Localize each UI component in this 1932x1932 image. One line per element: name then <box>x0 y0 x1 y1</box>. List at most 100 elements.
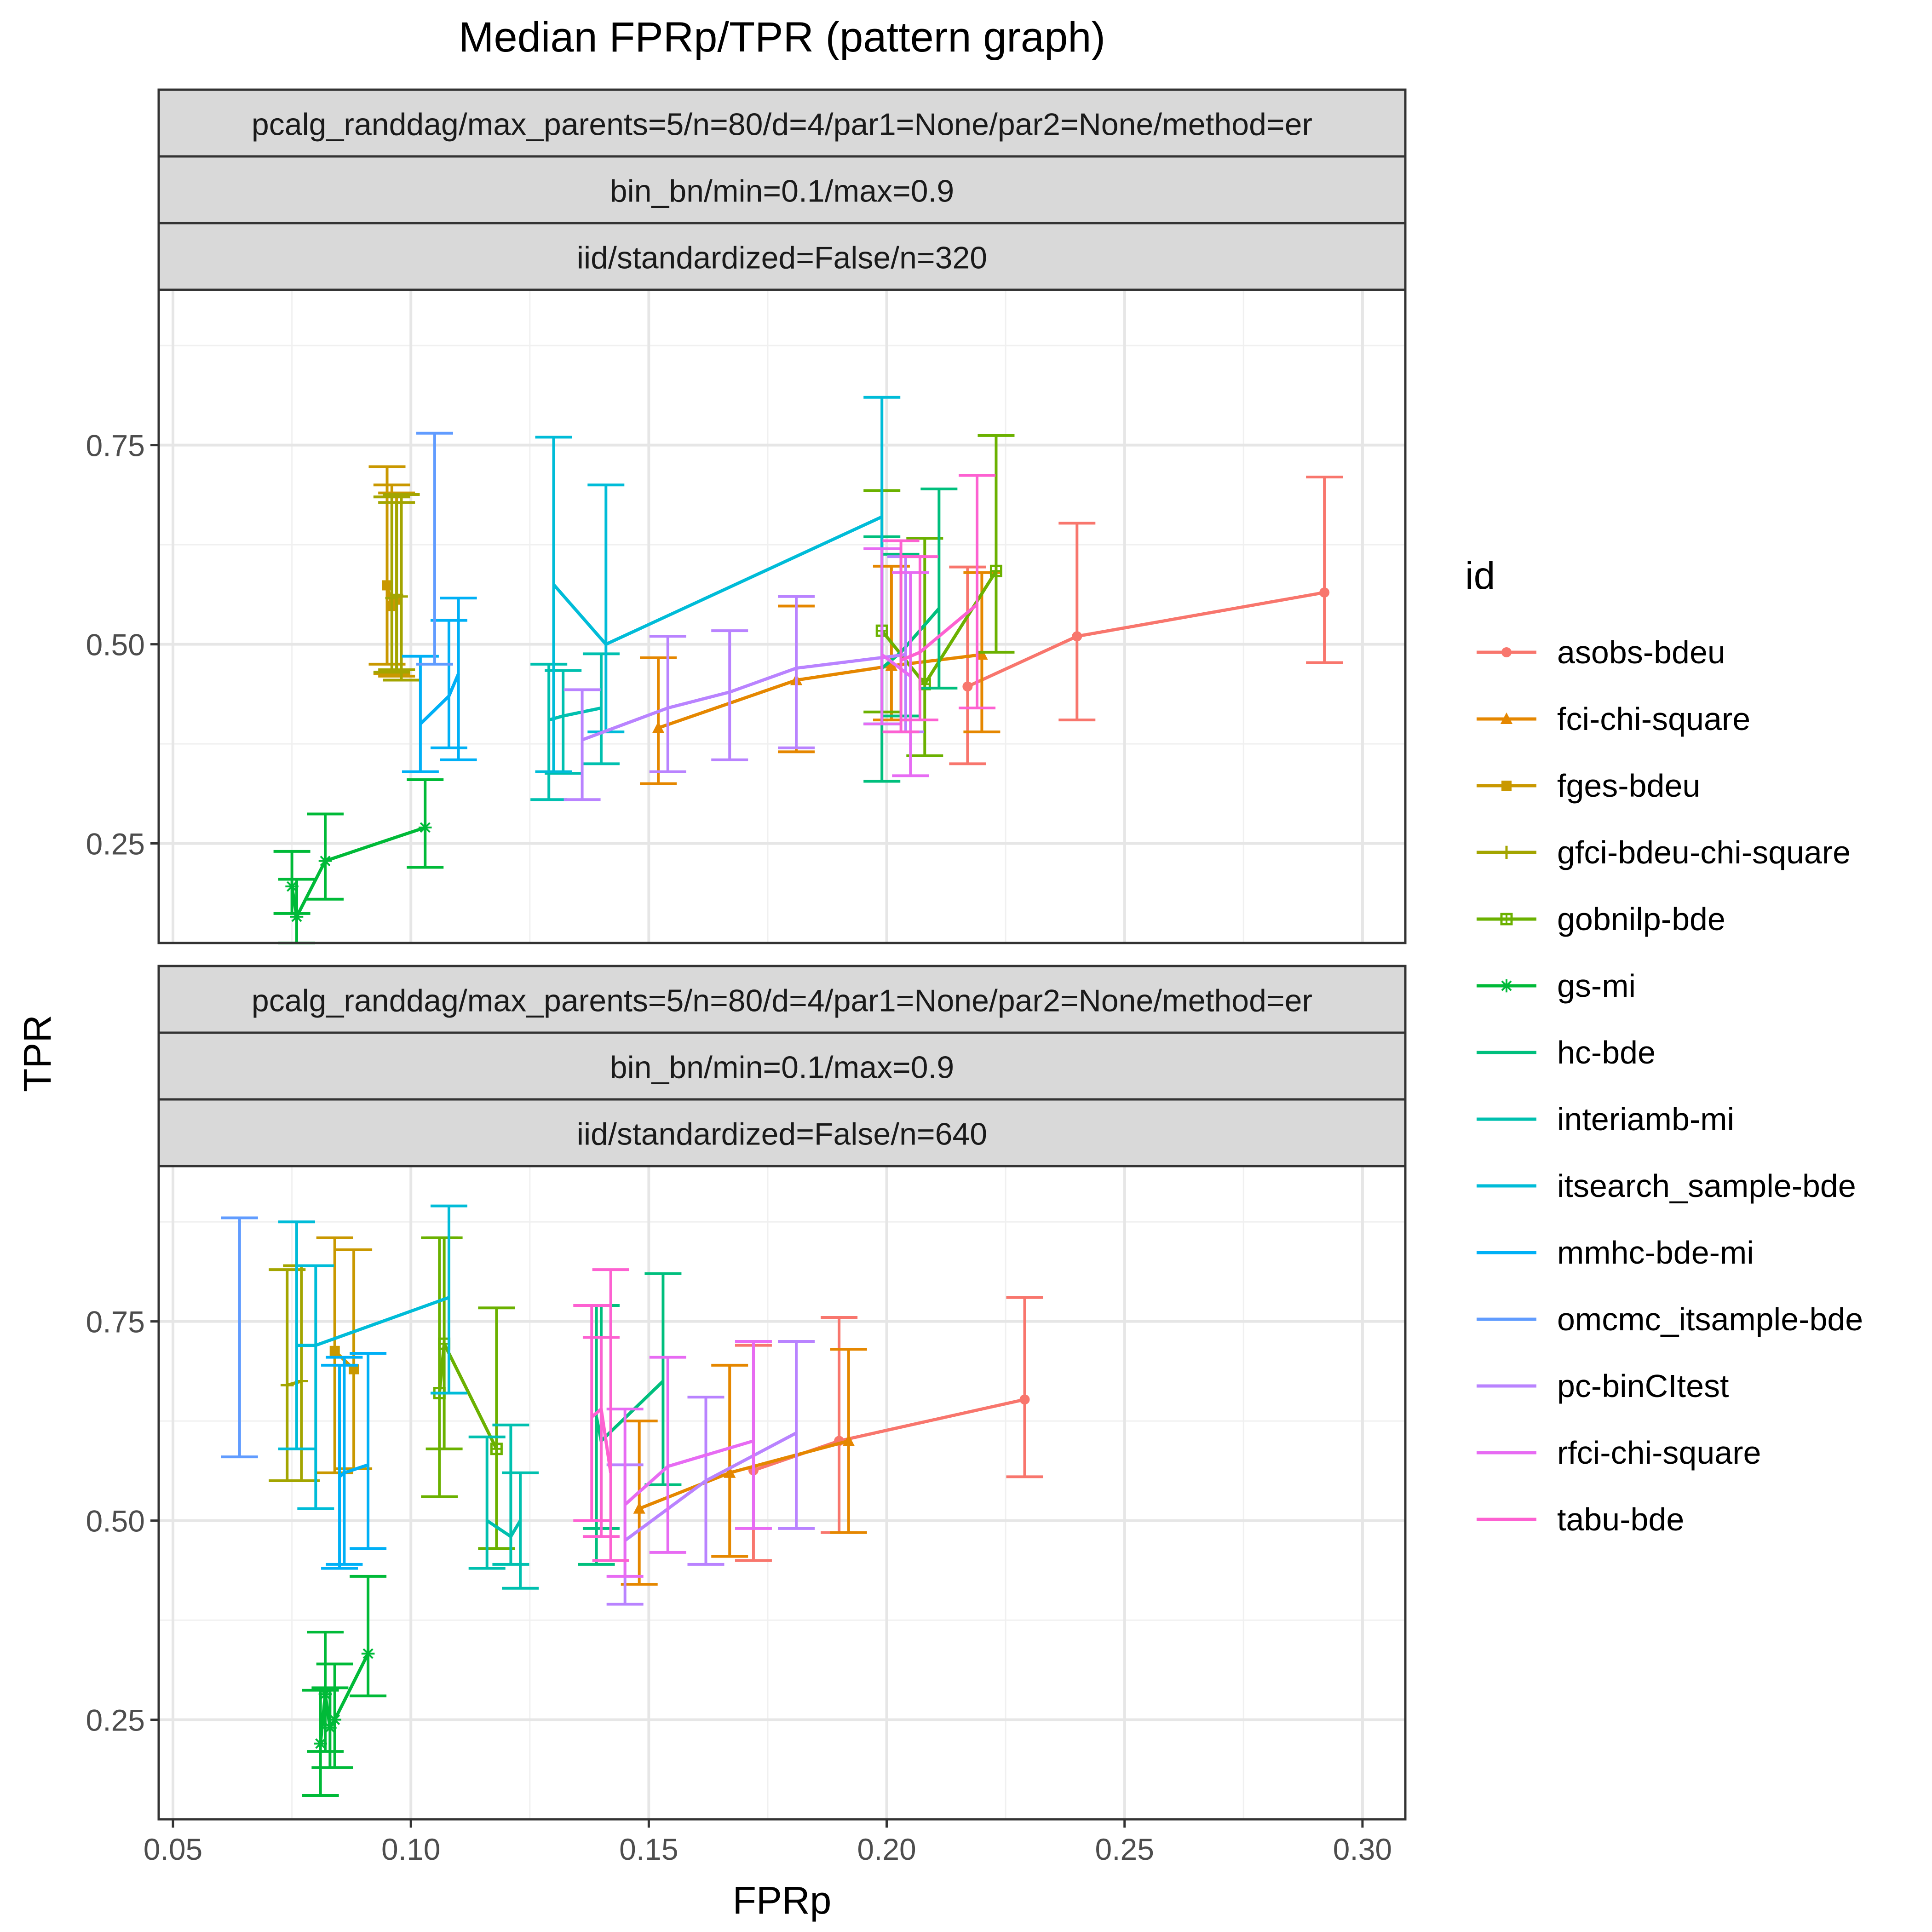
data-point <box>962 681 973 692</box>
panel-border <box>157 288 1407 944</box>
error-bar <box>430 1204 467 1395</box>
data-point <box>290 910 304 924</box>
series-gs-mi <box>273 778 444 944</box>
error-bar <box>978 434 1015 654</box>
panel-border <box>157 1165 1407 1821</box>
facet-strip-label: pcalg_randdag/max_parents=5/n=80/d=4/par… <box>252 983 1312 1018</box>
error-bar <box>1006 1296 1043 1478</box>
series-omcmc_itsample-bde <box>221 1216 258 1459</box>
legend-item: gs-mi <box>1477 968 1636 1004</box>
series-interiamb-mi <box>468 1423 539 1590</box>
data-point <box>1072 631 1082 642</box>
series-asobs-bdeu <box>949 475 1343 765</box>
facet-strip-label: bin_bn/min=0.1/max=0.9 <box>610 1050 954 1085</box>
data-point <box>418 821 432 834</box>
error-bar <box>440 597 477 761</box>
legend-item: tabu-bde <box>1477 1501 1684 1537</box>
data-point <box>361 1647 375 1661</box>
series-pc-binCItest <box>564 555 924 801</box>
data-point <box>314 1737 327 1750</box>
marker-asterisk-ray <box>324 1722 335 1733</box>
series-fges-bdeu <box>316 1236 373 1474</box>
legend-label: gfci-bdeu-chi-square <box>1557 834 1851 870</box>
data-point <box>885 659 898 671</box>
data-point <box>329 1346 340 1356</box>
error-bar <box>1306 475 1343 664</box>
error-bar <box>416 431 453 666</box>
error-bar <box>478 1306 515 1550</box>
legend-item: omcmc_itsample-bde <box>1477 1301 1863 1337</box>
legend-title: id <box>1465 554 1495 597</box>
marker-asterisk-ray <box>315 1738 326 1749</box>
legend-label: hc-bde <box>1557 1035 1656 1070</box>
error-bar <box>778 1340 815 1530</box>
facet-strip-label: pcalg_randdag/max_parents=5/n=80/d=4/par… <box>252 107 1312 142</box>
series-line <box>338 1463 369 1478</box>
legend-label: gobnilp-bde <box>1557 901 1725 937</box>
error-bar <box>882 539 920 734</box>
series-omcmc_itsample-bde <box>416 431 453 666</box>
legend-item: rfci-chi-square <box>1477 1435 1761 1471</box>
data-point <box>490 1443 503 1455</box>
series-rfci-chi-square <box>863 547 929 777</box>
x-axis: 0.05 0.10 0.15 0.20 0.25 0.30 <box>144 1819 1392 1866</box>
error-bar <box>278 1220 315 1450</box>
x-tick-label: 0.30 <box>1333 1832 1392 1866</box>
legend-label: interiamb-mi <box>1557 1101 1734 1137</box>
error-bar <box>606 1408 644 1578</box>
error-bar <box>959 474 996 710</box>
series-tabu-bde <box>573 1268 629 1562</box>
marker-asterisk-ray <box>362 1648 374 1659</box>
panel-1: pcalg_randdag/max_parents=5/n=80/d=4/par… <box>86 88 1407 944</box>
series-gfci-bdeu-chi-square <box>373 493 420 682</box>
error-bar <box>383 493 420 682</box>
data-point <box>724 1466 736 1478</box>
legend-label: fges-bdeu <box>1557 768 1700 804</box>
facet-strip <box>157 965 1407 1034</box>
legend-label: mmhc-bde-mi <box>1557 1235 1754 1271</box>
series-gs-mi <box>302 1575 387 1797</box>
legend-key-marker <box>1501 781 1512 791</box>
facet-strip <box>157 1031 1407 1101</box>
series-line <box>552 515 883 646</box>
error-bar <box>321 1363 358 1570</box>
legend-item: pc-binCItest <box>1477 1368 1729 1404</box>
series-itsearch_sample-bde <box>278 1204 467 1510</box>
error-bar <box>402 655 439 773</box>
series-line <box>581 653 906 742</box>
error-bar <box>350 1575 387 1697</box>
series-pc-binCItest <box>606 1340 815 1606</box>
facet-strip <box>157 1098 1407 1167</box>
series-line <box>591 1406 613 1473</box>
marker-asterisk-ray <box>320 1689 331 1700</box>
marker-asterisk-ray <box>420 822 431 833</box>
error-bar <box>649 635 686 773</box>
error-bar <box>1058 522 1096 722</box>
error-bar <box>564 688 601 801</box>
series-tabu-bde <box>882 474 996 734</box>
error-bar <box>297 1264 334 1510</box>
series-line <box>657 653 982 730</box>
marker-asterisk-ray <box>287 881 298 892</box>
error-bar <box>378 501 415 672</box>
error-bar <box>920 487 958 690</box>
data-point <box>652 721 665 733</box>
facet-strip-label: iid/standardized=False/n=320 <box>577 241 987 276</box>
data-point <box>280 1378 294 1392</box>
legend-label: omcmc_itsample-bde <box>1557 1301 1863 1337</box>
facet-strip-label: iid/standardized=False/n=640 <box>577 1117 987 1152</box>
data-point <box>633 1502 645 1514</box>
marker-asterisk-ray <box>1501 980 1512 991</box>
plot-background <box>159 290 1405 943</box>
error-bar <box>530 662 568 801</box>
y-tick-label: 0.25 <box>86 827 145 861</box>
legend-label: gs-mi <box>1557 968 1636 1004</box>
facet-strip <box>157 155 1407 224</box>
legend: asobs-bdeu fci-chi-square fges-bdeu gfci-bd… <box>1477 634 1863 1537</box>
error-bar <box>640 656 677 785</box>
x-tick-label: 0.15 <box>619 1832 678 1866</box>
error-bar <box>502 1471 539 1590</box>
error-bar <box>535 436 572 773</box>
legend-key-marker <box>1501 647 1512 657</box>
